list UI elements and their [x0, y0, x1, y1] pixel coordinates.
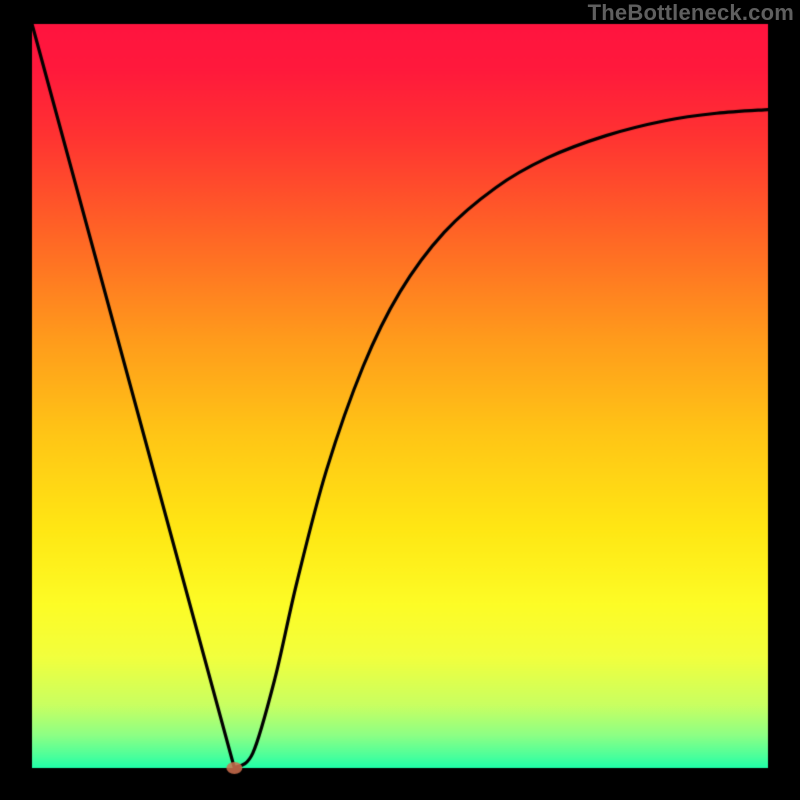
- watermark-label: TheBottleneck.com: [588, 0, 794, 26]
- bottleneck-chart-canvas: [0, 0, 800, 800]
- chart-frame: TheBottleneck.com: [0, 0, 800, 800]
